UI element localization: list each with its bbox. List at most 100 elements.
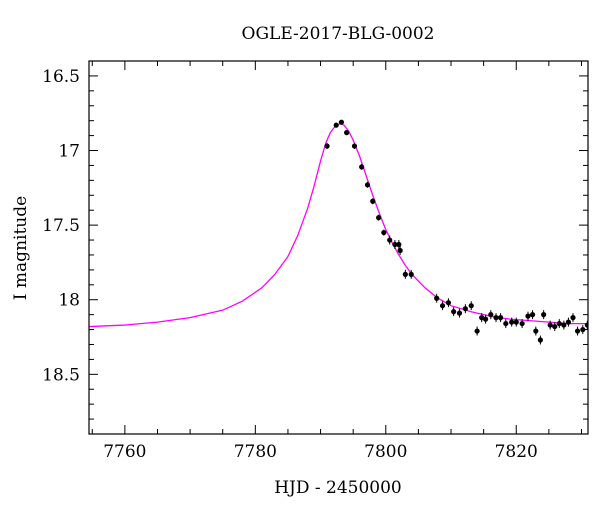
- data-point: [525, 311, 531, 321]
- data-point: [396, 240, 402, 249]
- data-point-marker: [434, 295, 440, 301]
- data-point-marker: [584, 322, 588, 328]
- data-point-marker: [408, 271, 414, 277]
- chart-title: OGLE-2017-BLG-0002: [242, 24, 435, 44]
- data-point: [474, 326, 480, 336]
- y-tick-label: 17.5: [42, 216, 80, 236]
- data-point: [324, 143, 330, 150]
- data-point: [513, 317, 519, 327]
- data-point-marker: [333, 122, 339, 128]
- data-point-marker: [338, 119, 345, 125]
- data-point-marker: [462, 306, 468, 312]
- data-point-marker: [445, 300, 452, 306]
- data-point: [541, 310, 547, 320]
- data-point: [451, 307, 457, 317]
- data-point: [533, 326, 539, 336]
- y-axis-label: I magnitude: [11, 196, 31, 300]
- data-point-marker: [537, 337, 543, 343]
- data-point-marker: [344, 130, 350, 136]
- data-point-marker: [397, 247, 403, 254]
- data-point: [434, 293, 440, 303]
- data-point-marker: [387, 237, 393, 243]
- data-point-marker: [561, 322, 567, 328]
- data-point: [482, 314, 489, 324]
- data-point-marker: [392, 241, 398, 248]
- data-point: [462, 304, 468, 314]
- data-point: [561, 320, 567, 330]
- data-point-marker: [359, 164, 365, 170]
- data-point: [439, 301, 446, 311]
- data-point-marker: [488, 312, 494, 318]
- data-point-marker: [376, 215, 382, 221]
- data-point: [445, 298, 452, 308]
- data-point-marker: [580, 326, 586, 333]
- data-point-marker: [497, 315, 504, 321]
- data-point: [338, 119, 345, 125]
- data-point-marker: [529, 312, 536, 318]
- data-point: [376, 214, 382, 221]
- data-point: [529, 310, 536, 320]
- data-point-marker: [439, 303, 446, 309]
- data-point: [333, 122, 339, 128]
- data-point-marker: [324, 143, 330, 149]
- data-point-marker: [402, 271, 408, 277]
- data-point: [580, 325, 586, 335]
- data-point: [456, 308, 463, 318]
- data-point: [402, 269, 408, 279]
- x-axis-label: HJD - 2450000: [274, 478, 402, 498]
- data-point: [359, 163, 365, 170]
- data-point: [570, 313, 576, 323]
- data-point-marker: [381, 229, 387, 236]
- data-point: [565, 317, 572, 327]
- data-point-marker: [482, 316, 489, 322]
- data-point: [370, 198, 376, 205]
- data-point: [408, 269, 414, 279]
- data-point: [556, 319, 562, 329]
- data-point-marker: [570, 315, 576, 321]
- data-point: [547, 320, 553, 330]
- x-tick-label: 7800: [364, 442, 407, 462]
- y-tick-label: 17: [58, 142, 80, 162]
- data-point-marker: [468, 303, 474, 309]
- data-point: [381, 229, 387, 236]
- plot-frame: [88, 60, 589, 435]
- data-point-marker: [474, 328, 480, 334]
- data-point: [509, 317, 515, 327]
- data-point-marker: [396, 241, 402, 248]
- data-point: [584, 320, 588, 330]
- data-point-marker: [556, 320, 562, 327]
- data-point: [344, 130, 350, 136]
- y-tick-label: 18: [58, 291, 80, 311]
- data-point-marker: [370, 198, 376, 204]
- data-point: [479, 313, 485, 323]
- data-point-marker: [565, 319, 572, 325]
- axis-ticks: [89, 60, 588, 435]
- data-point: [519, 319, 525, 329]
- data-point: [552, 322, 558, 332]
- data-point: [488, 310, 494, 320]
- data-point-marker: [479, 315, 485, 321]
- axis-tick-labels: 7760 7780 7800 7820 16.5 17 17.5 18 18.5: [42, 67, 538, 462]
- data-point-marker: [525, 313, 531, 319]
- data-point-marker: [493, 315, 499, 321]
- data-point-marker: [451, 309, 457, 315]
- data-point-marker: [547, 322, 553, 328]
- data-point-marker: [503, 320, 509, 327]
- data-point-marker: [541, 312, 547, 318]
- data-point: [493, 313, 499, 323]
- data-point: [503, 319, 509, 329]
- data-point-marker: [364, 182, 371, 188]
- data-point-marker: [351, 143, 358, 149]
- y-tick-label: 16.5: [42, 67, 80, 87]
- data-point: [364, 181, 371, 188]
- data-point-marker: [519, 320, 525, 327]
- data-point-marker: [552, 323, 558, 330]
- data-point: [397, 246, 403, 255]
- data-point: [468, 301, 474, 311]
- data-point: [387, 235, 393, 245]
- data-point-marker: [533, 328, 539, 334]
- data-point: [497, 313, 504, 323]
- x-tick-label: 7820: [495, 442, 538, 462]
- data-point: [351, 143, 358, 150]
